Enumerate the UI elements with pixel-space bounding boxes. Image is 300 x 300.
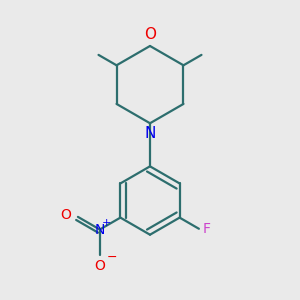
Text: −: − <box>106 251 117 264</box>
Text: N: N <box>144 126 156 141</box>
Text: N: N <box>94 223 105 236</box>
Text: +: + <box>102 218 111 228</box>
Text: F: F <box>202 222 211 236</box>
Text: O: O <box>94 259 105 273</box>
Text: O: O <box>144 27 156 42</box>
Text: O: O <box>61 208 71 222</box>
